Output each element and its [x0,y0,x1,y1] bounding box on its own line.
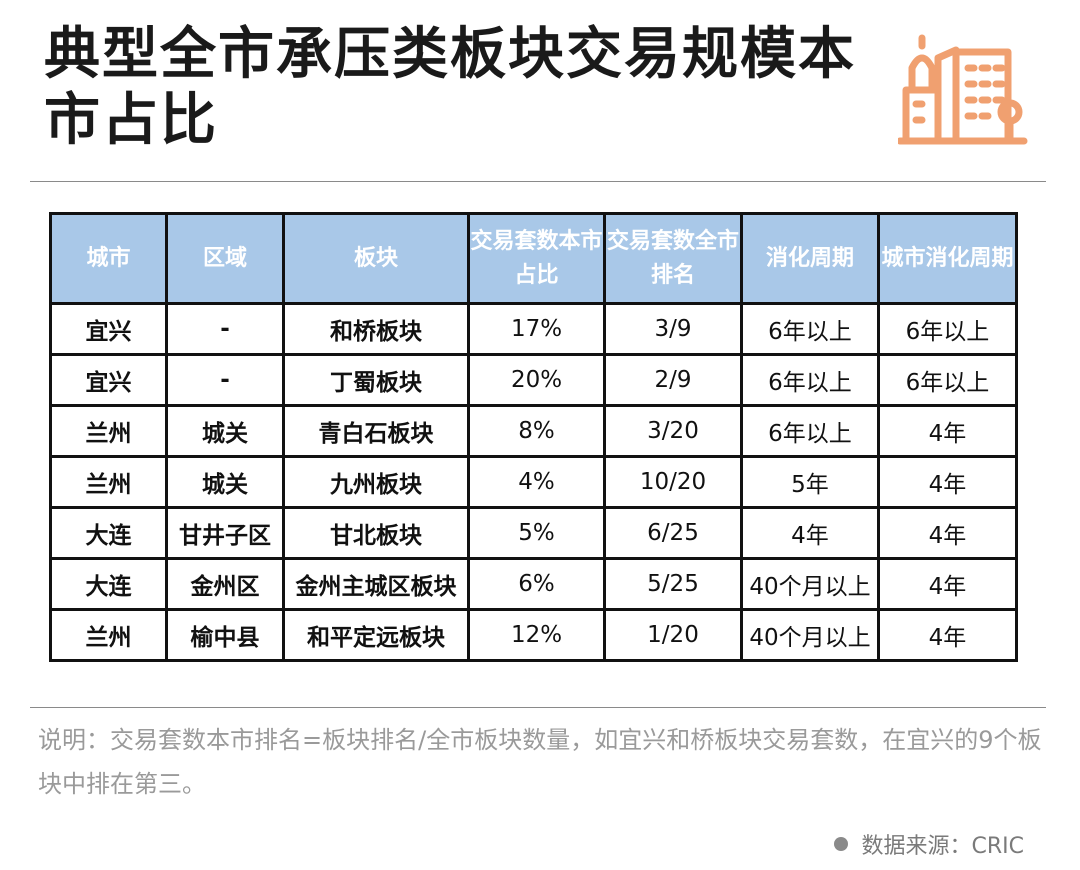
table-cell: 4年 [740,506,880,560]
table-cell: 和平定远板块 [282,608,470,662]
table-cell: 大连 [49,506,168,560]
table-cell: 和桥板块 [282,302,470,356]
table-cell: 青白石板块 [282,404,470,458]
table-row: 大连 甘井子区 甘北板块 5% 6/25 4年 4年 [49,506,1018,560]
table-cell: 6年以上 [740,302,880,356]
table-row: 兰州 城关 青白石板块 8% 3/20 6年以上 4年 [49,404,1018,458]
table-cell: 40个月以上 [740,608,880,662]
table-cell: 宜兴 [49,302,168,356]
bottom-divider [30,707,1046,708]
column-header: 城市 [49,212,168,305]
table-cell: 4% [467,455,606,509]
table-cell: 4年 [877,557,1018,611]
column-header: 城市消化周期 [877,212,1018,305]
source-line: 数据来源：CRIC [833,828,1025,860]
table-cell: 4年 [877,506,1018,560]
table-cell: 5% [467,506,606,560]
table-cell: 6/25 [603,506,743,560]
table-cell: 甘北板块 [282,506,470,560]
table-cell: 4年 [877,455,1018,509]
table-cell: 6年以上 [740,404,880,458]
table-cell: 1/20 [603,608,743,662]
table-cell: 宜兴 [49,353,168,407]
table-cell: 大连 [49,557,168,611]
source-text: 数据来源：CRIC [861,834,1025,859]
table-row: 大连 金州区 金州主城区板块 6% 5/25 40个月以上 4年 [49,557,1018,611]
column-header: 区域 [165,212,285,305]
column-header: 消化周期 [740,212,880,305]
table-cell: 4年 [877,608,1018,662]
table-cell: 城关 [165,455,285,509]
table-cell: 甘井子区 [165,506,285,560]
top-divider [30,181,1046,182]
table-cell: 40个月以上 [740,557,880,611]
table-cell: - [165,353,285,407]
table-cell: 12% [467,608,606,662]
table-cell: - [165,302,285,356]
table-cell: 6年以上 [877,302,1018,356]
table-cell: 6% [467,557,606,611]
table-cell: 5年 [740,455,880,509]
bullet-dot-icon [833,837,848,851]
table-cell: 金州主城区板块 [282,557,470,611]
table-cell: 丁蜀板块 [282,353,470,407]
table-cell: 兰州 [49,455,168,509]
table-cell: 城关 [165,404,285,458]
table-row: 宜兴 - 丁蜀板块 20% 2/9 6年以上 6年以上 [49,353,1018,407]
table-cell: 九州板块 [282,455,470,509]
table-cell: 6年以上 [877,353,1018,407]
column-header: 板块 [282,212,470,305]
column-header: 交易套数全市排名 [603,212,743,305]
table-cell: 兰州 [49,608,168,662]
city-buildings-icon [898,34,1028,145]
table-cell: 8% [467,404,606,458]
page-title: 典型全市承压类板块交易规模本市占比 [44,22,856,153]
table-row: 兰州 城关 九州板块 4% 10/20 5年 4年 [49,455,1018,509]
table-row: 兰州 榆中县 和平定远板块 12% 1/20 40个月以上 4年 [49,608,1018,662]
table-header-row: 城市 区域 板块 交易套数本市占比 交易套数全市排名 消化周期 城市消化周期 [49,212,1018,305]
table-cell: 17% [467,302,606,356]
table-cell: 6年以上 [740,353,880,407]
table-cell: 榆中县 [165,608,285,662]
table-row: 宜兴 - 和桥板块 17% 3/9 6年以上 6年以上 [49,302,1018,356]
table-cell: 3/9 [603,302,743,356]
table-cell: 5/25 [603,557,743,611]
footnote: 说明：交易套数本市排名=板块排名/全市板块数量，如宜兴和桥板块交易套数，在宜兴的… [38,726,1042,798]
table-cell: 兰州 [49,404,168,458]
table-cell: 10/20 [603,455,743,509]
column-header: 交易套数本市占比 [467,212,606,305]
table-cell: 20% [467,353,606,407]
table-cell: 3/20 [603,404,743,458]
table-cell: 2/9 [603,353,743,407]
table-cell: 金州区 [165,557,285,611]
data-table: 城市 区域 板块 交易套数本市占比 交易套数全市排名 消化周期 城市消化周期 宜… [49,212,1018,662]
table-cell: 4年 [877,404,1018,458]
